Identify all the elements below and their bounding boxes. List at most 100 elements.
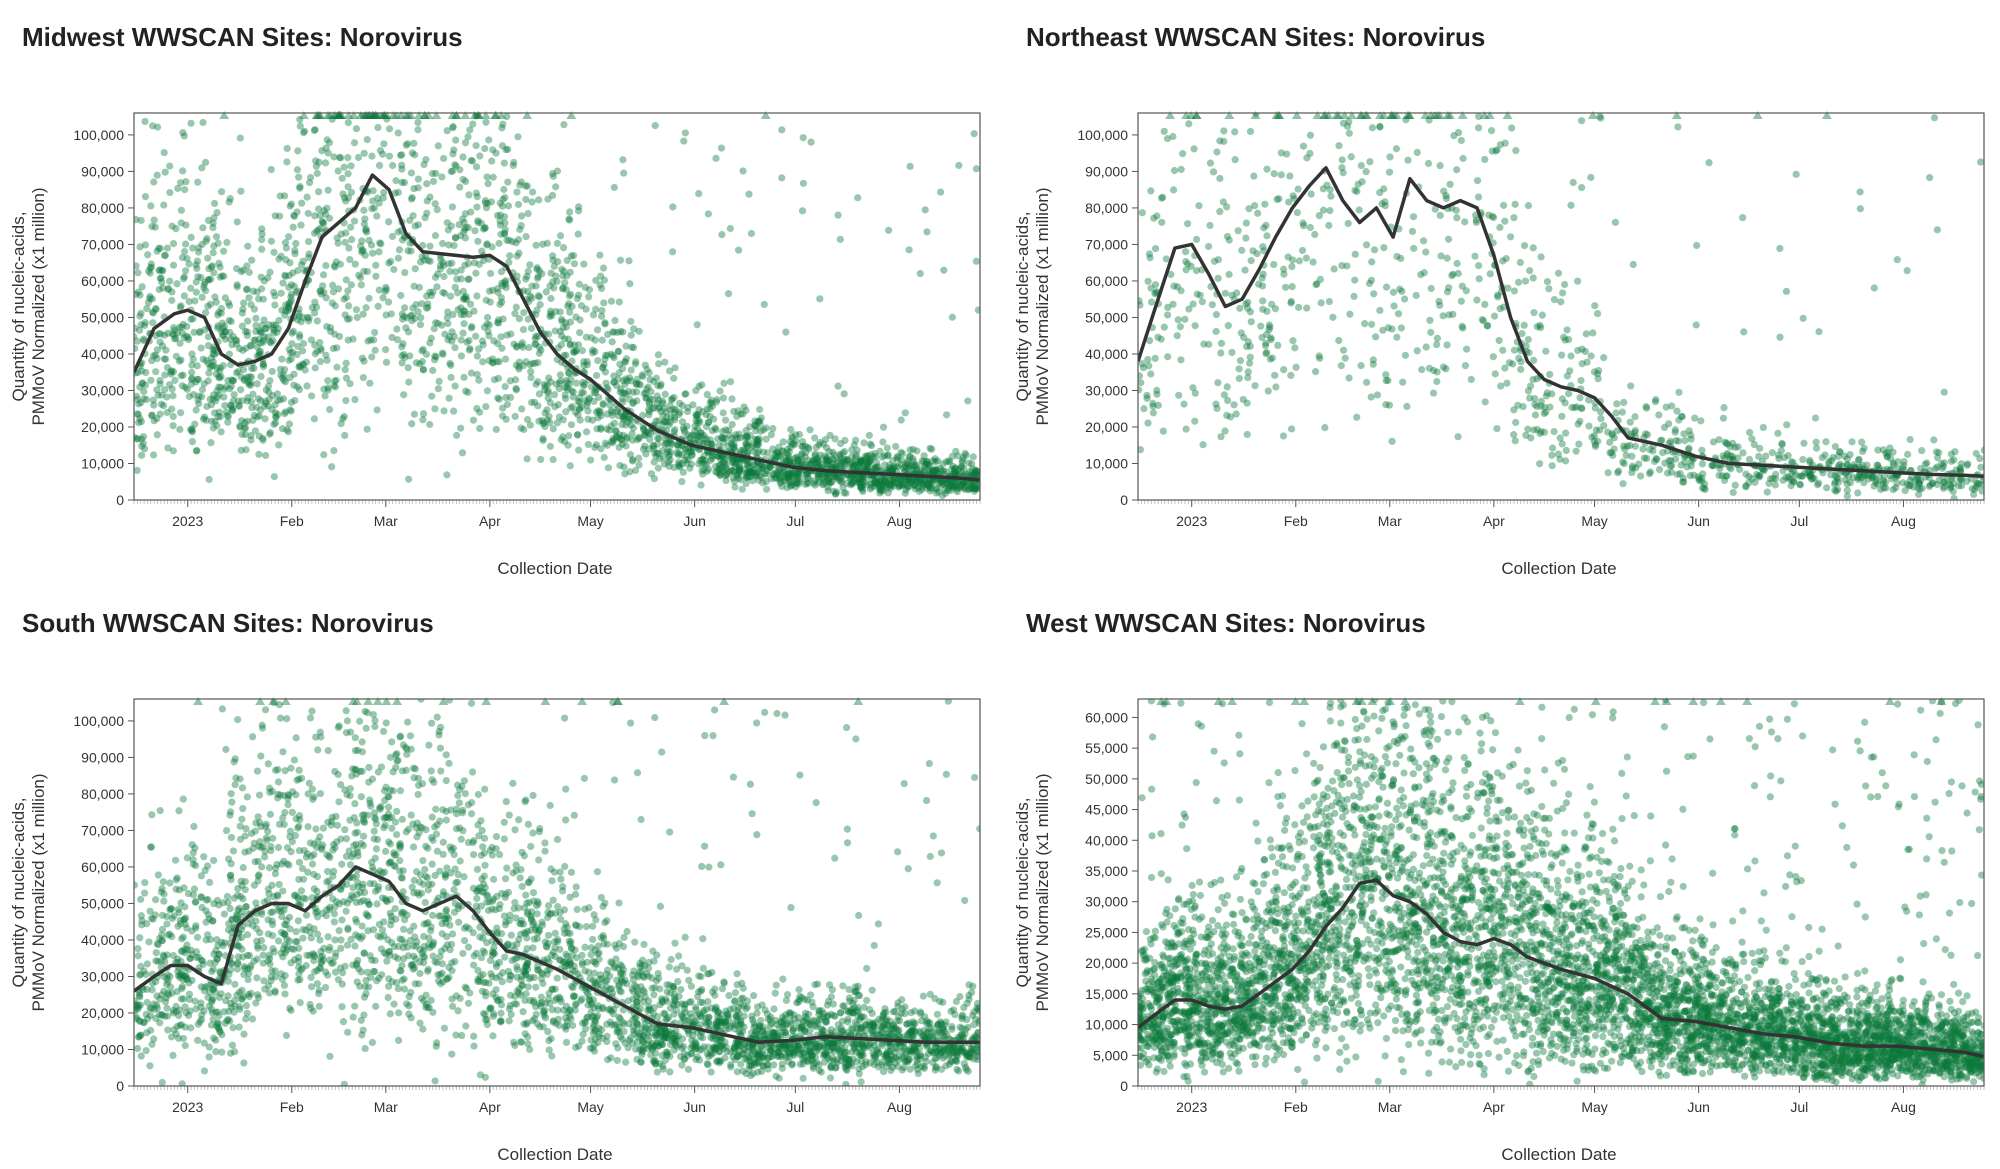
scatter-point (1278, 149, 1285, 156)
scatter-point (1549, 462, 1556, 469)
scatter-point (247, 379, 254, 386)
scatter-point (277, 371, 284, 378)
scatter-point (826, 479, 833, 486)
x-tick-label: Mar (374, 513, 398, 529)
scatter-point (601, 355, 608, 362)
scatter-point (609, 338, 616, 345)
scatter-point (1555, 270, 1562, 277)
scatter-point (1247, 128, 1254, 135)
scatter-point (1164, 311, 1171, 318)
scatter-point (275, 441, 282, 448)
scatter-point (824, 487, 831, 494)
scatter-point (695, 190, 702, 197)
scatter-point (589, 347, 596, 354)
scatter-point (250, 365, 257, 372)
scatter-point (1776, 334, 1783, 341)
scatter-point (534, 402, 541, 409)
scatter-point (604, 331, 611, 338)
scatter-point (579, 347, 586, 354)
scatter-point (258, 225, 265, 232)
scatter-point (1147, 187, 1154, 194)
scatter-point (135, 289, 142, 296)
scatter-point (1732, 482, 1739, 489)
scatter-point (131, 325, 138, 332)
scatter-point (1727, 443, 1734, 450)
scatter-point (509, 238, 516, 245)
scatter-point (628, 366, 635, 373)
scatter-point (1182, 266, 1189, 273)
scatter-point (511, 310, 518, 317)
scatter-point (1335, 142, 1342, 149)
scatter-point (1244, 400, 1251, 407)
scatter-point (1475, 262, 1482, 269)
scatter-point (1973, 483, 1980, 490)
scatter-point (532, 282, 539, 289)
scatter-point (1182, 258, 1189, 265)
scatter-point (522, 358, 529, 365)
scatter-point (169, 392, 176, 399)
scatter-point (1414, 149, 1421, 156)
y-tick-label: 80,000 (81, 200, 124, 216)
scatter-point (162, 252, 169, 259)
scatter-point (759, 464, 766, 471)
x-tick-label: 2023 (1176, 513, 1207, 529)
above-range-marker (522, 111, 532, 119)
scatter-point (1595, 367, 1602, 374)
scatter-point (275, 317, 282, 324)
scatter-point (1346, 130, 1353, 137)
scatter-point (1977, 464, 1984, 471)
scatter-point (692, 423, 699, 430)
scatter-point (395, 228, 402, 235)
scatter-point (342, 239, 349, 246)
scatter-point (204, 255, 211, 262)
scatter-point (551, 391, 558, 398)
scatter-point (279, 425, 286, 432)
scatter-point (524, 416, 531, 423)
scatter-point (361, 215, 368, 222)
scatter-point (932, 466, 939, 473)
scatter-point (577, 417, 584, 424)
scatter-point (336, 333, 343, 340)
scatter-point (326, 139, 333, 146)
scatter-point (195, 400, 202, 407)
scatter-point (1190, 145, 1197, 152)
scatter-point (1454, 433, 1461, 440)
scatter-point (1476, 275, 1483, 282)
scatter-point (1164, 353, 1171, 360)
scatter-point (1422, 248, 1429, 255)
scatter-point (775, 444, 782, 451)
y-tick-label: 60,000 (81, 273, 124, 289)
scatter-point (290, 371, 297, 378)
scatter-point (1829, 454, 1836, 461)
scatter-point (655, 435, 662, 442)
scatter-point (1368, 277, 1375, 284)
scatter-point (405, 247, 412, 254)
scatter-point (1931, 114, 1938, 121)
scatter-point (228, 318, 235, 325)
scatter-point (1271, 372, 1278, 379)
scatter-point (1399, 379, 1406, 386)
scatter-point (445, 241, 452, 248)
scatter-point (297, 222, 304, 229)
scatter-point (1637, 472, 1644, 479)
scatter-point (419, 253, 426, 260)
x-tick-label: 2023 (172, 513, 203, 529)
scatter-point (680, 469, 687, 476)
scatter-point (364, 426, 371, 433)
scatter-point (566, 308, 573, 315)
scatter-point (1370, 290, 1377, 297)
scatter-point (136, 243, 143, 250)
y-tick-label: 30,000 (1085, 382, 1128, 398)
scatter-point (554, 240, 561, 247)
scatter-point (787, 426, 794, 433)
scatter-point (680, 137, 687, 144)
scatter-point (1691, 415, 1698, 422)
scatter-point (1259, 297, 1266, 304)
scatter-point (1184, 220, 1191, 227)
scatter-point (1882, 479, 1889, 486)
scatter-point (497, 231, 504, 238)
scatter-point (698, 381, 705, 388)
scatter-point (778, 174, 785, 181)
scatter-point (597, 281, 604, 288)
scatter-point (1270, 261, 1277, 268)
